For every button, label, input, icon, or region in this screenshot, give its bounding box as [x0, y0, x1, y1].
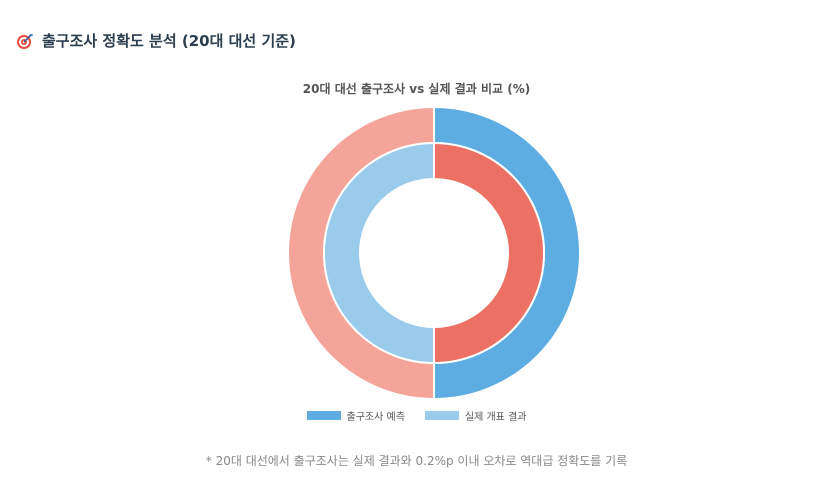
legend-item-actual-result[interactable]: 실제 개표 결과 — [424, 408, 527, 423]
ring-1-segment-0[interactable] — [433, 141, 545, 365]
legend-item-exit-poll[interactable]: 출구조사 예측 — [306, 408, 405, 423]
footnote: * 20대 대선에서 출구조사는 실제 결과와 0.2%p 이내 오차로 역대급… — [205, 454, 628, 468]
legend-label-exit-poll: 출구조사 예측 — [346, 412, 405, 423]
legend-swatch-exit-poll — [306, 411, 341, 420]
chart-legend: 출구조사 예측 실제 개표 결과 — [0, 408, 833, 423]
chart-title: 20대 대선 출구조사 vs 실제 결과 비교 (%) — [302, 82, 531, 96]
page-title: 출구조사 정확도 분석 (20대 대선 기준) — [42, 32, 296, 50]
legend-label-actual-result: 실제 개표 결과 — [464, 412, 527, 423]
target-dart-icon — [17, 33, 33, 49]
legend-swatch-actual-result — [424, 411, 459, 420]
ring-1-segment-1[interactable] — [323, 141, 435, 365]
page-header: 출구조사 정확도 분석 (20대 대선 기준) — [16, 30, 296, 51]
